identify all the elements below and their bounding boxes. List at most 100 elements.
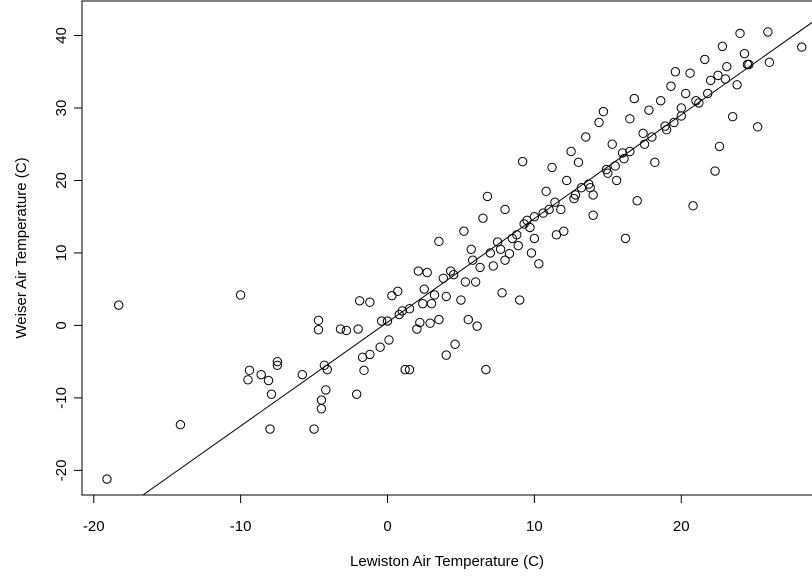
data-point (481, 364, 491, 375)
data-point (425, 318, 435, 328)
data-point (466, 244, 476, 255)
data-point (632, 196, 642, 206)
data-point (797, 42, 807, 52)
data-point (500, 255, 510, 265)
data-point (256, 369, 266, 380)
data-point (717, 41, 728, 52)
data-point (272, 356, 283, 367)
data-point (309, 424, 319, 434)
data-point (710, 166, 720, 176)
data-point (601, 164, 612, 175)
x-tick-label: 0 (383, 518, 391, 535)
data-point (478, 213, 488, 223)
data-point (404, 304, 415, 314)
data-point (752, 122, 763, 132)
data-point (418, 298, 428, 309)
data-point (700, 54, 710, 65)
data-point (556, 204, 566, 215)
data-point (412, 324, 422, 334)
data-point (538, 208, 548, 218)
data-point (497, 288, 507, 298)
data-point (551, 230, 562, 240)
x-tick-label: -10 (230, 518, 252, 535)
data-point (550, 197, 560, 207)
data-point (244, 365, 255, 376)
data-point (573, 157, 584, 168)
data-point (460, 277, 471, 287)
data-point (534, 259, 544, 269)
y-tick-label: 0 (53, 321, 70, 329)
data-point (265, 424, 275, 434)
data-point (515, 295, 525, 305)
data-point (541, 186, 551, 197)
data-point (341, 325, 352, 336)
data-point (495, 244, 506, 255)
data-point (470, 277, 481, 287)
data-point (676, 103, 686, 113)
x-tick-label: -20 (83, 518, 105, 535)
data-point (685, 68, 695, 78)
data-point (625, 146, 635, 157)
data-point (459, 226, 469, 236)
data-point (375, 342, 385, 352)
data-point (263, 375, 274, 386)
data-point (441, 350, 451, 360)
data-point (354, 296, 365, 306)
data-point (426, 298, 437, 309)
data-point (611, 175, 622, 186)
data-point (393, 286, 403, 297)
data-point (559, 226, 569, 236)
data-point (102, 474, 112, 484)
data-point (500, 204, 510, 215)
data-point (694, 98, 704, 108)
data-point (650, 157, 660, 168)
data-point (688, 201, 698, 211)
y-tick-label: 20 (53, 172, 70, 189)
data-point (351, 389, 362, 399)
data-point (353, 324, 363, 334)
data-point (517, 156, 528, 167)
data-point (441, 291, 451, 302)
data-point (316, 395, 327, 405)
data-point (114, 300, 124, 310)
data-point (243, 375, 253, 385)
x-tick-label: 20 (673, 518, 690, 535)
x-tick-label: 10 (526, 518, 543, 535)
data-point (713, 70, 723, 81)
data-point (607, 139, 617, 149)
data-point (529, 233, 540, 244)
data-point (365, 349, 375, 360)
data-point (647, 132, 657, 142)
data-point (764, 57, 775, 68)
data-point (394, 309, 404, 320)
data-point (656, 96, 666, 106)
data-point (526, 248, 537, 258)
data-point (722, 61, 732, 72)
data-point (235, 290, 246, 300)
data-point (322, 364, 332, 375)
data-point (727, 111, 738, 122)
data-point (359, 365, 369, 376)
data-point (313, 325, 324, 335)
data-point (468, 255, 478, 265)
data-point (570, 190, 581, 200)
data-point (434, 314, 444, 325)
fit-line (142, 22, 812, 496)
data-point (735, 28, 745, 39)
data-point (297, 369, 308, 380)
data-point (415, 317, 425, 328)
data-point (732, 80, 742, 90)
data-point (419, 284, 429, 294)
data-point (376, 316, 387, 326)
data-point (456, 295, 466, 305)
y-tick-label: -10 (53, 387, 70, 409)
data-point (625, 114, 635, 124)
data-point (266, 389, 277, 399)
data-point (448, 269, 459, 280)
data-point (404, 364, 415, 375)
data-point (272, 360, 283, 370)
data-point (321, 385, 331, 395)
data-point (529, 211, 540, 222)
data-point (384, 335, 394, 345)
